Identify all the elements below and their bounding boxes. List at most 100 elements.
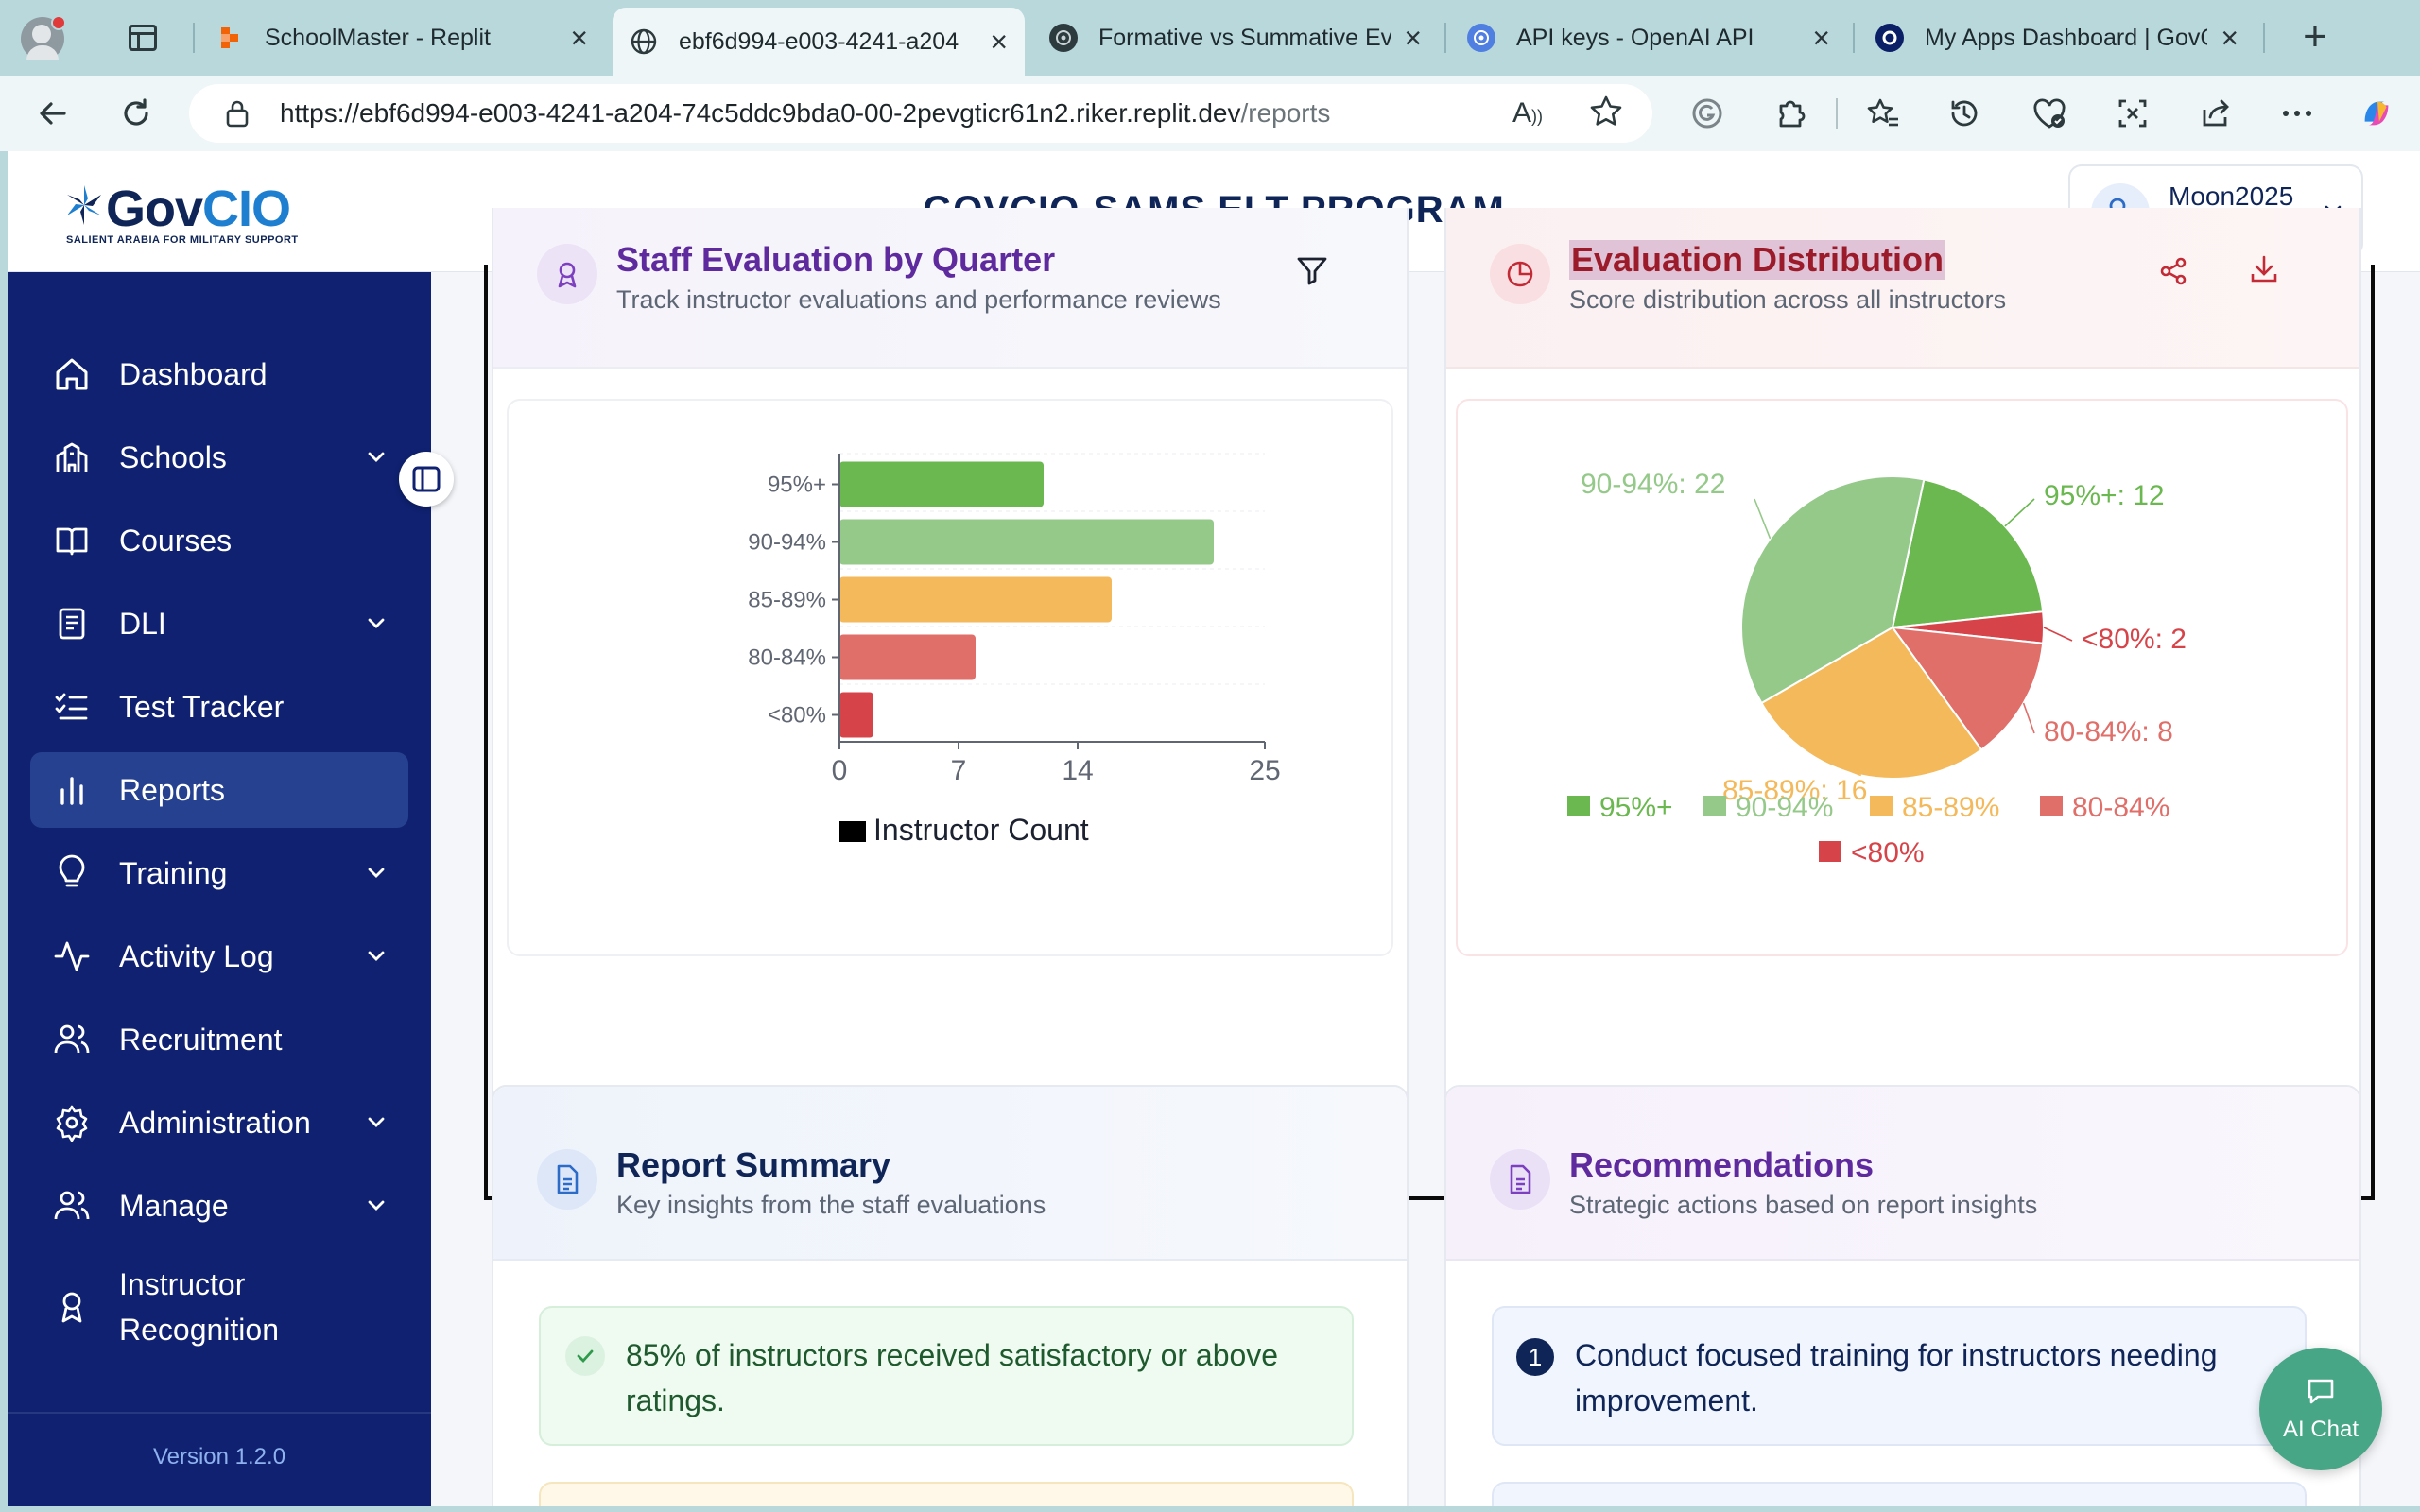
- pie-slice: [1891, 478, 2045, 629]
- grammarly-icon[interactable]: [1688, 94, 1726, 132]
- pie-chart-panel: 95%+: 12 <80%: 2 80-84%: 8 85-89%: 16 90-94%…: [1456, 399, 2348, 956]
- refresh-icon[interactable]: [117, 94, 155, 132]
- sidebar: Dashboard Schools Courses DLI Test Tracker Re…: [8, 272, 431, 1506]
- govcio-logo[interactable]: GovCIO SALIENT ARABIA FOR MILITARY SUPPO…: [60, 180, 306, 246]
- insight-item: 85% of instructors received satisfactory…: [539, 1306, 1354, 1446]
- sidebar-item-recruitment[interactable]: Recruitment: [30, 1002, 408, 1077]
- lock-icon[interactable]: [225, 99, 250, 134]
- sidebar-item-dli[interactable]: DLI: [30, 586, 408, 662]
- close-icon[interactable]: ×: [2221, 20, 2238, 55]
- sidebar-item-courses[interactable]: Courses: [30, 503, 408, 578]
- tab-govcio-apps[interactable]: My Apps Dashboard | GovCI ×: [1858, 9, 2256, 66]
- insight-text: 85% of instructors received satisfactory…: [626, 1338, 1279, 1418]
- pie-slice: [1740, 475, 1926, 705]
- ai-chat-label: AI Chat: [2282, 1417, 2360, 1442]
- home-icon: [53, 355, 91, 393]
- close-icon[interactable]: ×: [1404, 20, 1422, 55]
- slice-label: 85-89%: 16: [1722, 775, 1867, 806]
- tab-title: SchoolMaster - Replit: [265, 24, 491, 51]
- sidebar-item-label: Activity Log: [119, 938, 274, 973]
- sidebar-item-label: Courses: [119, 523, 233, 558]
- legend-swatch: [839, 821, 866, 842]
- logo-wordmark: GovCIO: [106, 180, 291, 237]
- bar: [839, 461, 1044, 507]
- user-name: Moon2025: [2169, 181, 2294, 211]
- read-aloud-icon[interactable]: A)): [1512, 97, 1544, 129]
- browser-essentials-icon[interactable]: [2031, 94, 2068, 132]
- activity-icon: [53, 937, 91, 975]
- y-tick-label: 90-94%: [748, 530, 826, 556]
- tab-openai-api[interactable]: API keys - OpenAI API ×: [1450, 9, 1847, 66]
- chat-bubble-icon: [2308, 1379, 2334, 1404]
- evaluation-distribution-card: Evaluation Distribution Score distributi…: [1444, 208, 2361, 1191]
- sidebar-item-label: DLI: [119, 606, 166, 641]
- close-icon[interactable]: ×: [990, 24, 1008, 59]
- slice-label: 90-94%: 22: [1581, 469, 1725, 500]
- sidebar-item-activity-log[interactable]: Activity Log: [30, 919, 408, 994]
- sidebar-item-test-tracker[interactable]: Test Tracker: [30, 669, 408, 745]
- recommendation-number: 1: [1516, 1338, 1554, 1376]
- sidebar-item-dashboard[interactable]: Dashboard: [30, 336, 408, 412]
- screenshot-icon[interactable]: [2114, 94, 2152, 132]
- sidebar-item-training[interactable]: Training: [30, 835, 408, 911]
- chevron-down-icon: [363, 1108, 389, 1143]
- copilot-icon[interactable]: [2358, 94, 2395, 132]
- slice-label: 80-84%: 8: [2044, 716, 2173, 747]
- extensions-icon[interactable]: [1772, 94, 1809, 132]
- close-icon[interactable]: ×: [570, 20, 588, 55]
- sidebar-toggle-button[interactable]: [399, 452, 454, 507]
- download-button[interactable]: [2248, 253, 2286, 291]
- close-icon[interactable]: ×: [1812, 20, 1830, 55]
- report-summary-card-body: Report Summary Key insights from the sta…: [492, 1085, 1409, 1506]
- globe-icon: [630, 27, 658, 56]
- card-subtitle: Key insights from the staff evaluations: [616, 1191, 1046, 1219]
- tab-title: My Apps Dashboard | GovCI: [1925, 24, 2208, 51]
- ai-chat-button[interactable]: AI Chat: [2259, 1348, 2382, 1470]
- sidebar-item-label: Administration: [119, 1105, 311, 1140]
- share-icon[interactable]: [2197, 94, 2235, 132]
- tab-actions-icon[interactable]: [129, 25, 157, 51]
- slice-label: 95%+: 12: [2044, 480, 2165, 511]
- x-tick-label: 0: [832, 755, 848, 786]
- users-icon: [53, 1187, 91, 1225]
- y-tick-label: <80%: [768, 703, 826, 729]
- legend-label: 95%+: [1599, 792, 1673, 823]
- logo-burst-icon: [67, 185, 101, 225]
- history-icon[interactable]: [1945, 94, 1983, 132]
- sidebar-item-label: Reports: [119, 772, 226, 807]
- recommendation-item: 1 Conduct focused training for instructo…: [1492, 1306, 2307, 1446]
- sidebar-item-instructor-recognition[interactable]: Instructor Recognition: [30, 1255, 408, 1359]
- x-tick-label: 7: [951, 755, 967, 786]
- favorites-icon[interactable]: [1864, 94, 1902, 132]
- chevron-down-icon: [363, 858, 389, 893]
- back-arrow-icon[interactable]: [34, 94, 72, 132]
- book-icon: [53, 522, 91, 559]
- profile-avatar[interactable]: [21, 15, 66, 60]
- legend-label: 80-84%: [2072, 792, 2169, 823]
- pie-chart: 95%+: 12<80%: 280-84%: 885-89%: 1690-94%…: [1567, 469, 2187, 868]
- share-button[interactable]: [2157, 255, 2195, 293]
- card-title: Recommendations: [1569, 1145, 1875, 1184]
- sidebar-item-reports[interactable]: Reports: [30, 752, 408, 828]
- version-label: Version 1.2.0: [152, 1444, 286, 1469]
- filter-button[interactable]: [1295, 253, 1337, 295]
- document-icon: [537, 1149, 597, 1210]
- star-icon[interactable]: [1588, 94, 1624, 136]
- sidebar-item-administration[interactable]: Administration: [30, 1085, 408, 1160]
- legend-swatch: [1819, 841, 1841, 862]
- card-title: Evaluation Distribution: [1569, 240, 1946, 280]
- tab-replit[interactable]: SchoolMaster - Replit ×: [199, 9, 605, 66]
- x-tick-label: 14: [1062, 755, 1093, 786]
- tab-app[interactable]: ebf6d994-e003-4241-a204 ×: [613, 8, 1025, 76]
- more-options-icon[interactable]: [2278, 94, 2316, 132]
- sidebar-item-schools[interactable]: Schools: [30, 420, 408, 495]
- lightbulb-icon: [53, 854, 91, 892]
- address-bar[interactable]: https://ebf6d994-e003-4241-a204-74c5ddc9…: [189, 84, 1652, 143]
- tab-formative[interactable]: Formative vs Summative Eva ×: [1032, 9, 1439, 66]
- y-tick-label: 85-89%: [748, 588, 826, 613]
- card-subtitle: Track instructor evaluations and perform…: [616, 285, 1221, 314]
- recommendations-card: Recommendations Strategic actions based …: [1444, 1085, 2361, 1506]
- logo-tagline: SALIENT ARABIA FOR MILITARY SUPPORT: [66, 234, 299, 246]
- sidebar-item-manage[interactable]: Manage: [30, 1168, 408, 1244]
- new-tab-button[interactable]: +: [2303, 13, 2327, 60]
